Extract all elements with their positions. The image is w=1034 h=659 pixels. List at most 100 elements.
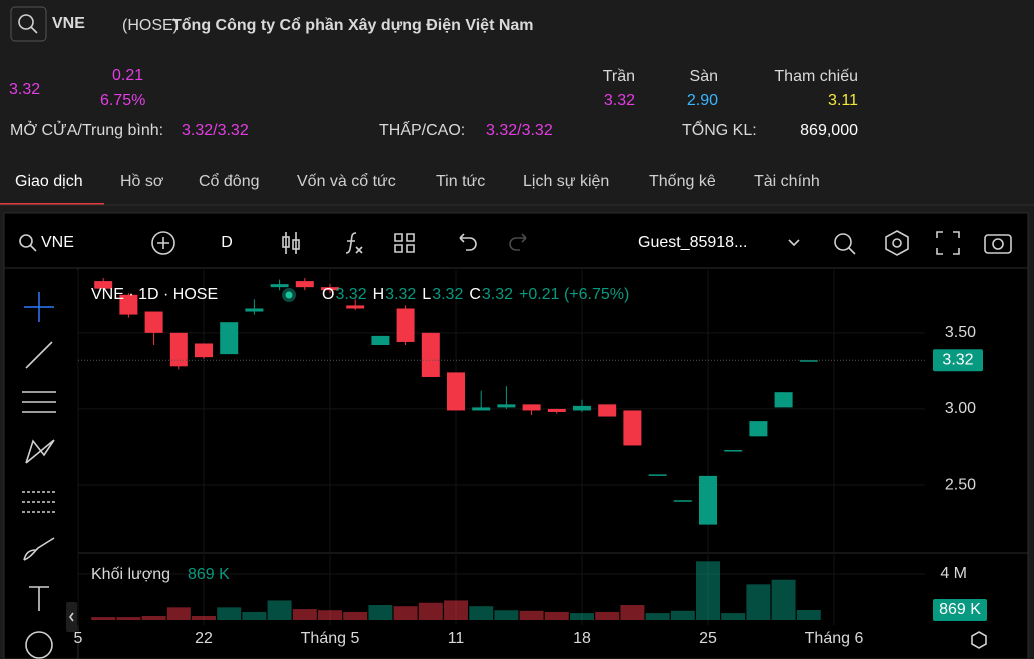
pattern-tool[interactable] bbox=[25, 439, 55, 464]
candle-body bbox=[195, 343, 213, 358]
candle-body bbox=[774, 392, 793, 408]
volume-bar bbox=[746, 584, 771, 620]
volume-bar bbox=[343, 611, 368, 620]
open-avg-value: 3.32/3.32 bbox=[182, 122, 249, 139]
toolbar-symbol[interactable]: VNE bbox=[41, 234, 74, 251]
candle-body bbox=[119, 294, 138, 315]
settings-icon[interactable] bbox=[885, 230, 909, 256]
change-pct: 6.75% bbox=[100, 92, 145, 109]
candle-body bbox=[648, 474, 667, 476]
floor-value: 2.90 bbox=[687, 92, 718, 109]
chart-type-icon[interactable] bbox=[285, 232, 297, 254]
layout-icon[interactable] bbox=[394, 233, 415, 253]
volume-bar bbox=[217, 607, 242, 620]
x-tick-label: 5 bbox=[74, 630, 83, 647]
candle-body bbox=[270, 284, 289, 288]
fullscreen-icon[interactable] bbox=[936, 231, 960, 255]
volume-bar bbox=[166, 607, 191, 620]
tab[interactable]: Cổ đông bbox=[199, 172, 260, 190]
y-tick-label: 3.00 bbox=[945, 400, 976, 417]
settings-icon bbox=[892, 238, 902, 248]
last-price-label: 3.32 bbox=[942, 351, 973, 368]
candle-body bbox=[346, 305, 365, 309]
volume-bar bbox=[696, 561, 720, 620]
redo-icon[interactable] bbox=[509, 233, 527, 251]
tab[interactable]: Tài chính bbox=[754, 173, 820, 190]
plot: 5 22 Tháng 5 11 18 25 Tháng 6 2.50 3.00 3.50 4 M 3.… bbox=[74, 270, 987, 647]
search-button[interactable] bbox=[10, 6, 47, 42]
candle-body bbox=[371, 335, 390, 346]
axis-settings-icon[interactable] bbox=[971, 631, 987, 649]
tab[interactable]: Tin tức bbox=[436, 173, 485, 190]
volume-bar bbox=[116, 617, 141, 620]
candle-body bbox=[799, 360, 818, 362]
legend-key: H bbox=[373, 286, 385, 303]
last-price-badge bbox=[933, 349, 983, 372]
candle-body bbox=[144, 311, 163, 333]
legend-key: O bbox=[322, 286, 334, 303]
candle-body bbox=[598, 404, 617, 417]
volume-bar bbox=[292, 609, 317, 620]
volume-bar bbox=[91, 617, 116, 620]
candle-body bbox=[220, 322, 239, 355]
last-volume-label: 869 K bbox=[939, 601, 981, 618]
y2-tick-label: 4 M bbox=[940, 565, 967, 582]
tab[interactable]: Vốn và cổ tức bbox=[297, 172, 396, 190]
floor-label: Sàn bbox=[690, 68, 718, 85]
candle-body bbox=[94, 281, 113, 289]
user[interactable]: Guest_85918... bbox=[638, 234, 747, 251]
tab[interactable]: Thống kê bbox=[649, 173, 716, 190]
candle-body bbox=[623, 410, 642, 446]
snapshot-icon[interactable] bbox=[984, 234, 1012, 254]
fib-tool[interactable] bbox=[22, 391, 56, 413]
tab[interactable]: Hồ sơ bbox=[120, 173, 164, 190]
crosshair-tool[interactable] bbox=[24, 292, 54, 322]
volume-bar bbox=[192, 615, 216, 620]
volume-bar bbox=[469, 606, 494, 620]
candle-body bbox=[472, 407, 491, 411]
candle-body bbox=[749, 421, 768, 437]
legend-value: 3.32 bbox=[385, 286, 416, 303]
chart-type-icon bbox=[292, 239, 300, 250]
brush-tool[interactable] bbox=[23, 537, 55, 561]
undo-icon[interactable] bbox=[459, 233, 477, 251]
volume-bar bbox=[771, 579, 796, 620]
collapse-button[interactable] bbox=[66, 602, 77, 632]
legend-title: VNE · 1D · HOSE bbox=[91, 286, 218, 303]
search-icon bbox=[29, 244, 37, 252]
add-compare-icon bbox=[157, 237, 169, 249]
low-high-label: THẤP/CAO: bbox=[379, 120, 465, 139]
volume-bar bbox=[494, 610, 519, 620]
tab[interactable]: Giao dịch bbox=[15, 173, 83, 190]
candle-body bbox=[699, 475, 717, 525]
chart-type-icon bbox=[282, 236, 290, 248]
ceiling-label: Trần bbox=[603, 68, 635, 85]
legend-key: L bbox=[422, 286, 431, 303]
add-compare[interactable] bbox=[151, 231, 175, 255]
text-tool[interactable] bbox=[29, 586, 49, 611]
volume-bar bbox=[242, 611, 267, 620]
x-tick-label: Tháng 5 bbox=[301, 630, 360, 647]
trendline-tool[interactable] bbox=[25, 341, 53, 369]
volume-bar bbox=[721, 613, 746, 620]
symbol: VNE bbox=[52, 15, 85, 32]
dropdown-icon[interactable] bbox=[788, 239, 800, 247]
volume-bar bbox=[645, 613, 670, 620]
legend-value: 3.32 bbox=[432, 286, 463, 303]
quick-search-icon[interactable] bbox=[834, 233, 852, 251]
indicators-icon[interactable] bbox=[345, 232, 363, 254]
volume-bar bbox=[393, 606, 418, 620]
emoji-tool[interactable] bbox=[25, 631, 53, 659]
y-tick-label: 3.50 bbox=[945, 324, 976, 341]
candle-body bbox=[295, 281, 314, 288]
volume-bar bbox=[418, 602, 443, 620]
interval[interactable]: D bbox=[221, 234, 233, 251]
candle-body bbox=[573, 405, 591, 411]
collapse-icon bbox=[69, 612, 74, 622]
exchange: (HOSE) bbox=[122, 17, 178, 34]
reference-value: 3.11 bbox=[828, 92, 858, 109]
volume-bar bbox=[368, 605, 393, 620]
projection-tool[interactable] bbox=[22, 491, 56, 513]
tab[interactable]: Lịch sự kiện bbox=[523, 173, 609, 190]
candle-body bbox=[724, 450, 743, 452]
